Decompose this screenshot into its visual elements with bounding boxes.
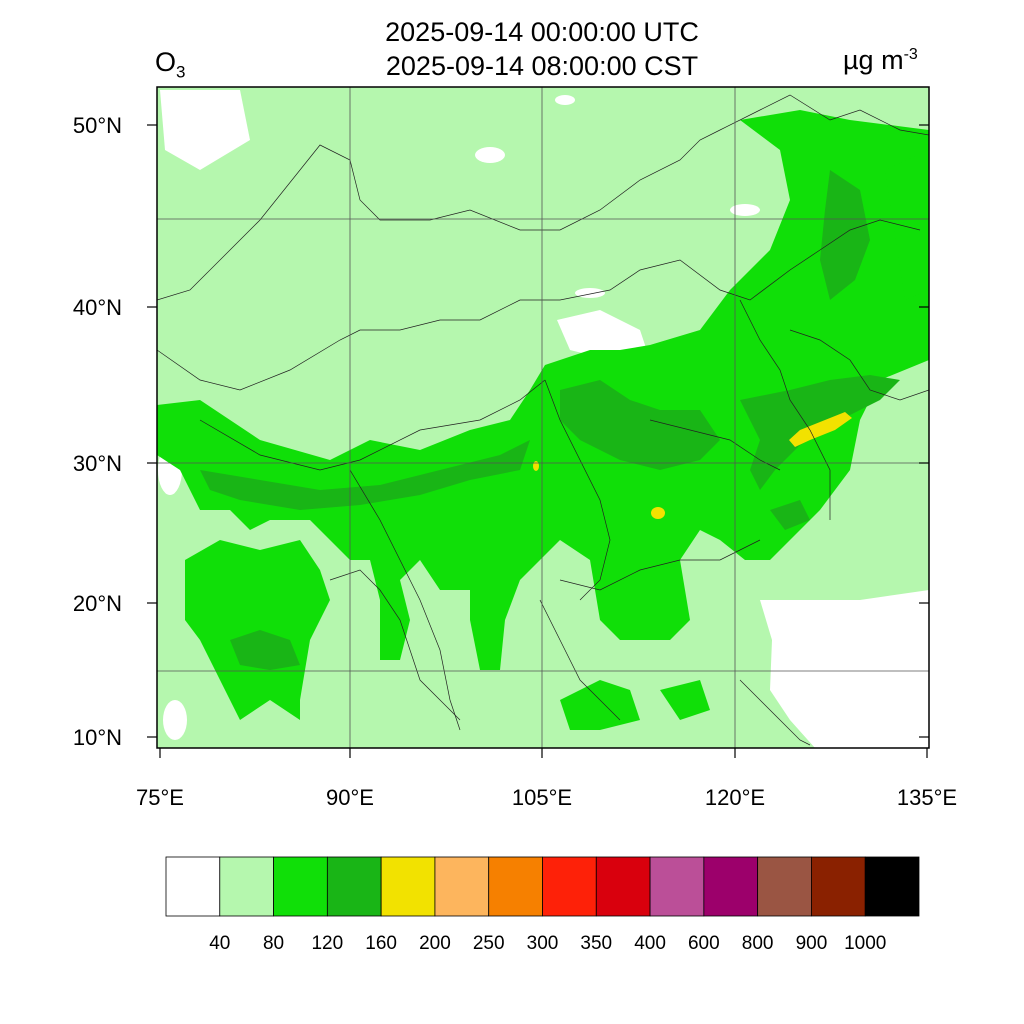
colorbar-label-11: 900 <box>795 933 828 954</box>
colorbar-label-6: 300 <box>526 933 559 954</box>
lat-label-20: 20°N <box>72 591 122 616</box>
colorbar-label-0: 40 <box>209 933 231 954</box>
variable-subscript: 3 <box>176 62 186 82</box>
colorbar-label-8: 400 <box>634 933 666 954</box>
variable-label: O3 <box>155 47 185 82</box>
lat-label-40: 40°N <box>72 295 122 320</box>
colorbar-swatch-4 <box>380 856 436 917</box>
colorbar-swatch-9 <box>649 856 705 917</box>
title-utc: 2025-09-14 00:00:00 UTC <box>385 17 699 47</box>
ozone-field <box>157 87 929 748</box>
colorbar-swatch-1 <box>219 856 274 917</box>
colorbar-swatch-13 <box>864 856 920 917</box>
colorbar-label-9: 600 <box>687 933 720 954</box>
colorbar-label-5: 250 <box>472 933 505 954</box>
colorbar-swatch-5 <box>434 856 490 917</box>
colorbar-swatch-3 <box>326 856 382 917</box>
colorbar-swatch-6 <box>488 856 543 917</box>
colorbar-label-1: 80 <box>262 933 285 954</box>
boundary-lines <box>157 94 929 746</box>
colorbar-label-10: 800 <box>741 933 774 954</box>
colorbar-label-3: 160 <box>365 933 397 954</box>
lon-label-105: 105°E <box>511 785 573 810</box>
lon-label-135: 135°E <box>896 785 958 810</box>
colorbar-label-12: 1000 <box>844 933 887 954</box>
lat-label-30: 30°N <box>72 451 122 476</box>
range-160-200-areas <box>533 412 852 519</box>
variable-symbol: O <box>155 47 177 77</box>
colorbar-label-2: 120 <box>311 933 344 954</box>
axis-ticks <box>147 124 929 758</box>
colorbar-swatch-0 <box>165 856 221 917</box>
lon-label-90: 90°E <box>326 785 374 810</box>
units-superscript: -3 <box>903 46 918 63</box>
lon-label-120: 120°E <box>704 785 766 810</box>
title-cst: 2025-09-14 08:00:00 CST <box>385 51 699 81</box>
map-frame <box>156 86 930 749</box>
colorbar-label-4: 200 <box>419 933 451 954</box>
colorbar-swatch-12 <box>811 856 866 917</box>
colorbar-label-7: 350 <box>580 933 613 954</box>
colorbar <box>165 856 920 917</box>
units-text: µg m <box>843 45 904 75</box>
colorbar-swatch-7 <box>542 856 597 917</box>
colorbar-swatch-10 <box>703 856 759 917</box>
lat-label-10: 10°N <box>72 725 122 750</box>
grid-lines <box>157 87 929 748</box>
lon-label-75: 75°E <box>136 785 184 810</box>
units-label: µg m-3 <box>843 45 918 76</box>
colorbar-swatch-8 <box>595 856 651 917</box>
colorbar-swatch-2 <box>273 856 328 917</box>
colorbar-swatch-11 <box>757 856 812 917</box>
lat-label-50: 50°N <box>72 113 122 138</box>
